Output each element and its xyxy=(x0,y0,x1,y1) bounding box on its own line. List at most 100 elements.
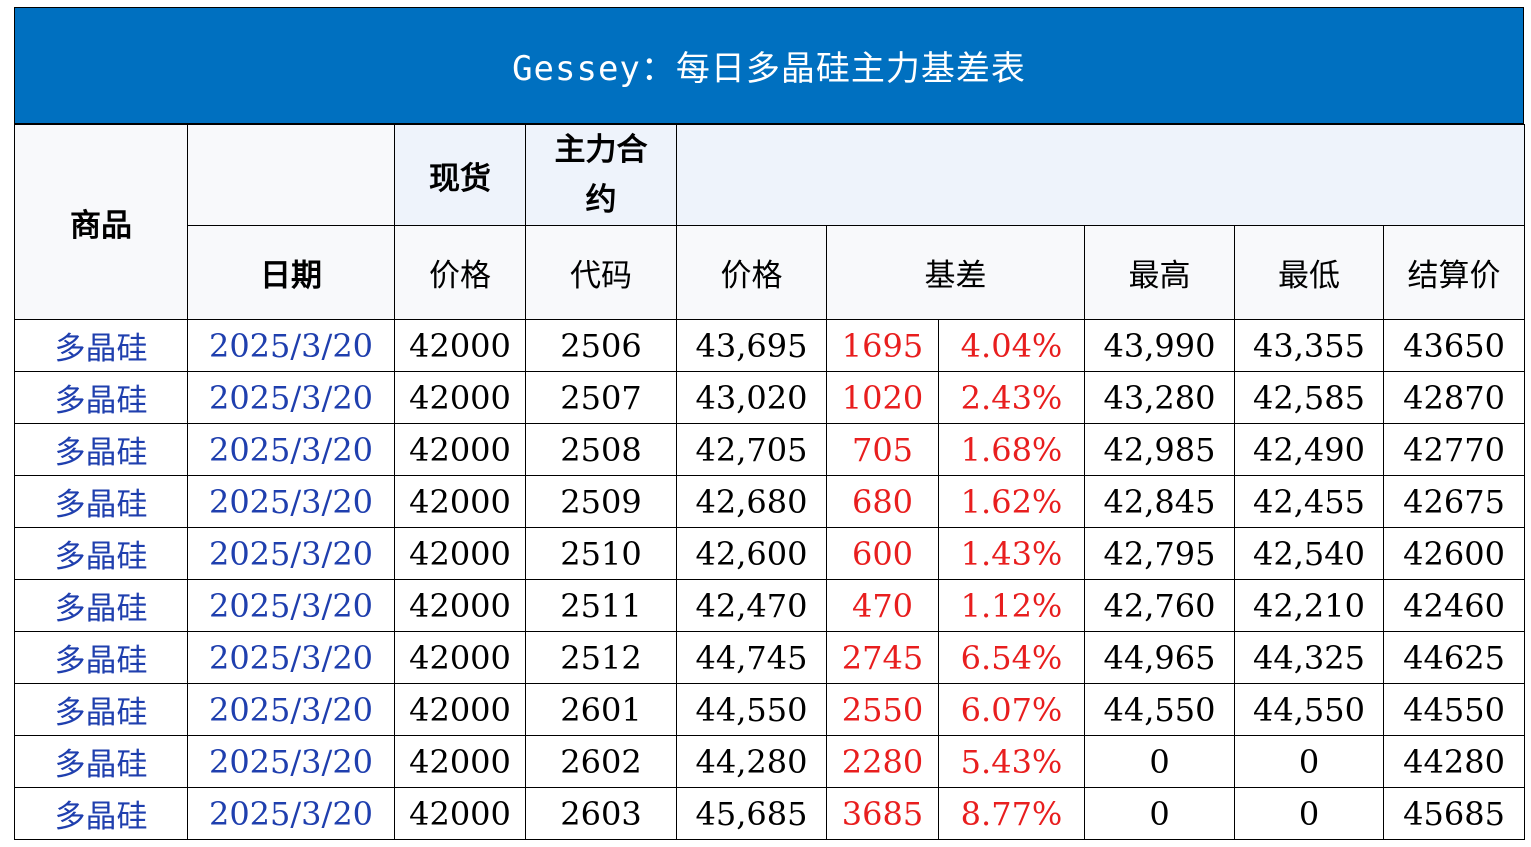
contract-code-cell: 2511 xyxy=(525,579,677,632)
header-main-contract: 主力合约 xyxy=(525,124,677,226)
low-cell: 0 xyxy=(1234,787,1384,840)
contract-code-cell: 2601 xyxy=(525,683,677,736)
settle-price-cell: 42460 xyxy=(1382,579,1526,632)
date-cell: 2025/3/20 xyxy=(187,683,395,736)
basis-cell: 1020 xyxy=(826,371,939,424)
basis-cell: 680 xyxy=(826,475,939,528)
settle-price-cell: 42600 xyxy=(1382,527,1526,580)
basis-cell: 1695 xyxy=(826,319,939,372)
spot-price-cell: 42000 xyxy=(394,475,526,528)
low-cell: 0 xyxy=(1234,735,1384,788)
date-cell: 2025/3/20 xyxy=(187,319,395,372)
contract-code-cell: 2509 xyxy=(525,475,677,528)
date-cell: 2025/3/20 xyxy=(187,423,395,476)
basis-cell: 600 xyxy=(826,527,939,580)
header-main-contract-label: 主力合约 xyxy=(554,132,648,218)
futures-price-cell: 44,550 xyxy=(676,683,827,736)
header-high: 最高 xyxy=(1084,225,1235,320)
settle-price-cell: 44550 xyxy=(1382,683,1526,736)
basis-percent-cell: 1.12% xyxy=(938,579,1085,632)
basis-cell: 3685 xyxy=(826,787,939,840)
table-row: 多晶硅 2025/3/20 42000 2511 42,470 470 1.12% 42,76… xyxy=(14,579,1526,632)
low-cell: 42,540 xyxy=(1234,527,1384,580)
contract-code-cell: 2512 xyxy=(525,631,677,684)
table-row: 多晶硅 2025/3/20 42000 2510 42,600 600 1.43% 42,79… xyxy=(14,527,1526,580)
high-cell: 42,845 xyxy=(1084,475,1235,528)
low-cell: 42,210 xyxy=(1234,579,1384,632)
settle-price-cell: 42675 xyxy=(1382,475,1526,528)
settle-price-cell: 42870 xyxy=(1382,371,1526,424)
header-basis: 基差 xyxy=(826,225,1085,320)
header-blank xyxy=(187,124,395,226)
settle-price-cell: 42770 xyxy=(1382,423,1526,476)
settle-price-cell: 43650 xyxy=(1382,319,1526,372)
commodity-cell: 多晶硅 xyxy=(14,475,188,528)
contract-code-cell: 2506 xyxy=(525,319,677,372)
spot-price-cell: 42000 xyxy=(394,527,526,580)
futures-price-cell: 44,745 xyxy=(676,631,827,684)
basis-cell: 470 xyxy=(826,579,939,632)
date-cell: 2025/3/20 xyxy=(187,527,395,580)
contract-code-cell: 2510 xyxy=(525,527,677,580)
high-cell: 42,795 xyxy=(1084,527,1235,580)
basis-cell: 705 xyxy=(826,423,939,476)
basis-cell: 2550 xyxy=(826,683,939,736)
table-row: 多晶硅 2025/3/20 42000 2601 44,550 2550 6.07% 44,5… xyxy=(14,683,1526,736)
basis-percent-cell: 4.04% xyxy=(938,319,1085,372)
date-cell: 2025/3/20 xyxy=(187,475,395,528)
settle-price-cell: 44625 xyxy=(1382,631,1526,684)
table-title: Gessey：每日多晶硅主力基差表 xyxy=(14,7,1524,124)
header-low: 最低 xyxy=(1234,225,1384,320)
low-cell: 42,490 xyxy=(1234,423,1384,476)
header-blank-right xyxy=(675,124,1526,226)
header-row-2: 日期 价格 代码 价格 基差 最高 最低 结算价 xyxy=(15,225,1526,320)
low-cell: 44,550 xyxy=(1234,683,1384,736)
commodity-cell: 多晶硅 xyxy=(14,371,188,424)
header-code: 代码 xyxy=(525,225,677,320)
header-commodity: 商品 xyxy=(14,124,188,320)
basis-percent-cell: 6.54% xyxy=(938,631,1085,684)
table-row: 多晶硅 2025/3/20 42000 2602 44,280 2280 5.43% 0 0 44… xyxy=(14,735,1526,788)
low-cell: 43,355 xyxy=(1234,319,1384,372)
commodity-cell: 多晶硅 xyxy=(14,579,188,632)
commodity-cell: 多晶硅 xyxy=(14,319,188,372)
settle-price-cell: 45685 xyxy=(1382,787,1526,840)
contract-code-cell: 2602 xyxy=(525,735,677,788)
low-cell: 44,325 xyxy=(1234,631,1384,684)
high-cell: 43,990 xyxy=(1084,319,1235,372)
futures-price-cell: 42,470 xyxy=(676,579,827,632)
futures-price-cell: 42,600 xyxy=(676,527,827,580)
high-cell: 44,550 xyxy=(1084,683,1235,736)
date-cell: 2025/3/20 xyxy=(187,371,395,424)
commodity-cell: 多晶硅 xyxy=(14,735,188,788)
spot-price-cell: 42000 xyxy=(394,683,526,736)
commodity-cell: 多晶硅 xyxy=(14,631,188,684)
basis-percent-cell: 5.43% xyxy=(938,735,1085,788)
low-cell: 42,455 xyxy=(1234,475,1384,528)
basis-cell: 2280 xyxy=(826,735,939,788)
futures-price-cell: 44,280 xyxy=(676,735,827,788)
commodity-cell: 多晶硅 xyxy=(14,787,188,840)
basis-table: 商品 现货 主力合约 日期 价格 代码 价格 基差 最高 最低 结算价 多晶硅 2… xyxy=(14,124,1526,840)
low-cell: 42,585 xyxy=(1234,371,1384,424)
date-cell: 2025/3/20 xyxy=(187,735,395,788)
futures-price-cell: 43,020 xyxy=(676,371,827,424)
header-date: 日期 xyxy=(187,225,395,320)
spot-price-cell: 42000 xyxy=(394,579,526,632)
header-settle: 结算价 xyxy=(1382,225,1526,320)
settle-price-cell: 44280 xyxy=(1382,735,1526,788)
date-cell: 2025/3/20 xyxy=(187,579,395,632)
basis-percent-cell: 1.68% xyxy=(938,423,1085,476)
spot-price-cell: 42000 xyxy=(394,787,526,840)
table-row: 多晶硅 2025/3/20 42000 2508 42,705 705 1.68% 42,98… xyxy=(14,423,1526,476)
basis-cell: 2745 xyxy=(826,631,939,684)
high-cell: 0 xyxy=(1084,787,1235,840)
spot-price-cell: 42000 xyxy=(394,423,526,476)
commodity-cell: 多晶硅 xyxy=(14,683,188,736)
futures-price-cell: 45,685 xyxy=(676,787,827,840)
date-cell: 2025/3/20 xyxy=(187,631,395,684)
spot-price-cell: 42000 xyxy=(394,319,526,372)
table-row: 多晶硅 2025/3/20 42000 2507 43,020 1020 2.43% 43,2… xyxy=(14,371,1526,424)
basis-percent-cell: 8.77% xyxy=(938,787,1085,840)
table-row: 多晶硅 2025/3/20 42000 2512 44,745 2745 6.54% 44,9… xyxy=(14,631,1526,684)
